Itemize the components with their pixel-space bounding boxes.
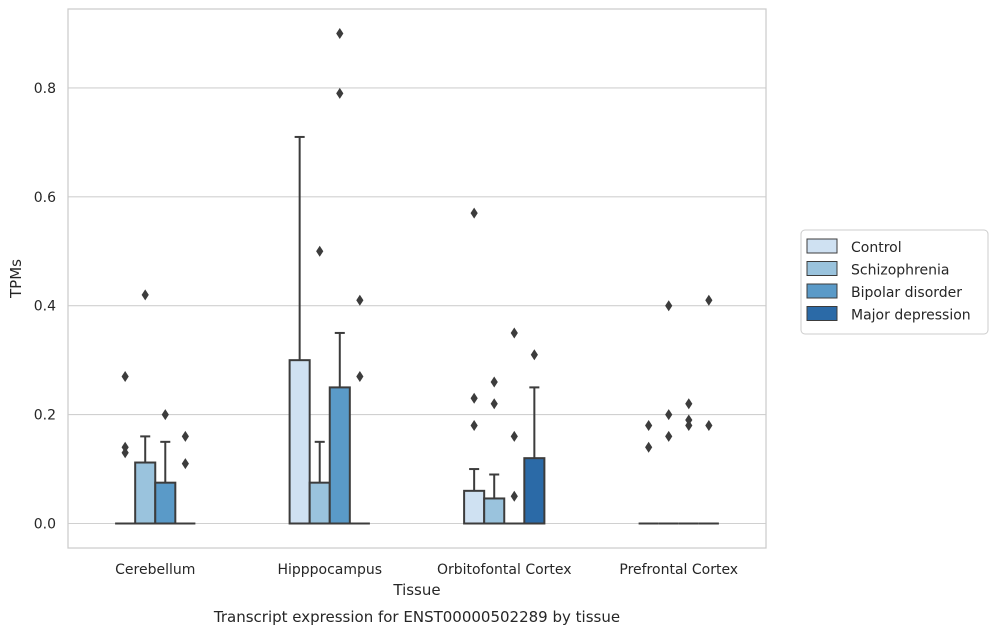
outlier-point — [530, 349, 538, 361]
outlier-point — [490, 398, 498, 410]
x-tick-label: Prefrontal Cortex — [619, 562, 738, 578]
plot-area — [115, 28, 719, 525]
box-bipolar-disorder — [678, 398, 699, 525]
box-major-depression — [349, 294, 370, 525]
box-bipolar-disorder — [328, 28, 351, 525]
box-control — [115, 371, 136, 525]
legend-swatch — [806, 261, 838, 276]
outlier-point — [645, 420, 653, 431]
outlier-point — [356, 294, 364, 306]
y-tick-label: 0.2 — [34, 408, 56, 424]
box-bipolar-disorder — [504, 327, 525, 525]
outlier-point — [141, 289, 149, 301]
box — [154, 481, 177, 525]
y-axis-label: TPMs — [7, 259, 25, 299]
legend-swatch — [806, 238, 838, 254]
box — [483, 497, 506, 525]
outlier-point — [510, 430, 518, 442]
box-major-depression — [698, 294, 719, 525]
outlier-point — [121, 371, 129, 382]
grid-lines — [68, 87, 766, 525]
box-schizophrenia — [134, 289, 157, 525]
x-axis-label: Tissue — [392, 581, 440, 599]
box-control — [463, 207, 486, 525]
outlier-point — [705, 420, 713, 431]
x-tick-label: Hipppocampus — [277, 562, 382, 578]
box-major-depression — [523, 349, 546, 525]
plot-frame — [67, 8, 767, 549]
legend-label: Control — [851, 240, 902, 256]
x-tick-label: Cerebellum — [115, 562, 195, 578]
legend-swatch — [806, 283, 838, 299]
outlier-point — [336, 28, 344, 39]
y-tick-label: 0.6 — [34, 190, 56, 206]
box — [134, 461, 157, 525]
legend-frame — [800, 229, 989, 335]
outlier-point — [470, 420, 478, 431]
outlier-point — [705, 294, 713, 306]
box-control — [638, 420, 659, 525]
outlier-point — [665, 300, 673, 312]
box — [328, 386, 351, 525]
box — [288, 359, 311, 525]
y-axis: 0.0 0.2 0.4 0.6 0.8 — [34, 81, 56, 533]
y-tick-label: 0.8 — [34, 81, 56, 97]
outlier-point — [470, 392, 478, 404]
box — [308, 481, 331, 525]
box-schizophrenia — [308, 245, 331, 525]
box-schizophrenia — [483, 376, 506, 525]
outlier-point — [510, 490, 518, 502]
outlier-point — [510, 327, 518, 339]
legend-label: Major depression — [851, 308, 971, 324]
legend-swatch — [806, 306, 838, 321]
box-control — [288, 135, 311, 525]
outlier-point — [356, 371, 364, 382]
outlier-point — [685, 398, 693, 410]
y-tick-label: 0.0 — [34, 517, 56, 533]
outlier-point — [470, 207, 478, 219]
outlier-point — [665, 409, 673, 421]
legend-label: Schizophrenia — [851, 263, 949, 279]
outlier-point — [336, 87, 344, 99]
outlier-point — [645, 441, 653, 453]
box-schizophrenia — [658, 300, 679, 525]
outlier-point — [685, 414, 693, 426]
x-axis: Cerebellum Hipppocampus Orbitofontal Corte… — [115, 562, 738, 578]
outlier-point — [181, 458, 189, 470]
outlier-point — [181, 430, 189, 442]
y-tick-label: 0.4 — [34, 299, 56, 315]
chart-caption: Transcript expression for ENST0000050228… — [213, 608, 620, 626]
box — [523, 457, 546, 525]
box-bipolar-disorder — [154, 409, 177, 525]
legend: Control Schizophrenia Bipolar disorder Majo… — [800, 229, 989, 335]
outlier-point — [161, 409, 169, 421]
outlier-point — [490, 376, 498, 388]
outlier-point — [316, 245, 324, 257]
x-tick-label: Orbitofontal Cortex — [437, 562, 572, 578]
outlier-point — [665, 430, 673, 442]
box — [463, 489, 486, 525]
legend-label: Bipolar disorder — [851, 285, 962, 301]
box-major-depression — [175, 430, 196, 525]
outlier-point — [121, 441, 129, 453]
